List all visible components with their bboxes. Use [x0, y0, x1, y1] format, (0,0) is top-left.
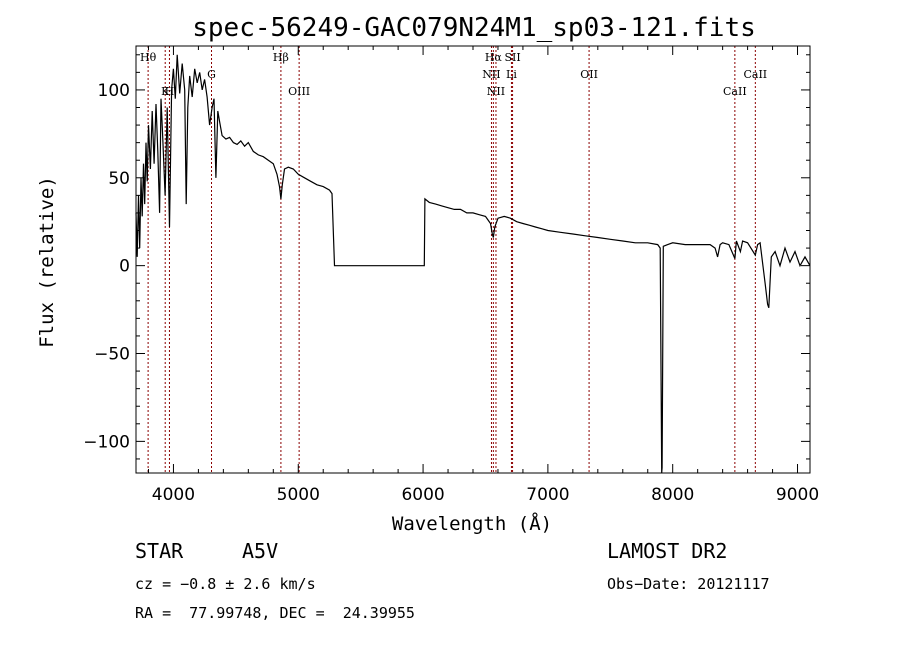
spectral-line-label: SII [504, 51, 520, 64]
object-class: STAR [135, 539, 184, 563]
x-axis-ticks: 4000 5000 6000 7000 8000 9000 [147, 46, 819, 505]
y-tick-label: −50 [94, 345, 130, 365]
spectral-line-label: Hα [485, 51, 503, 64]
x-axis-label: Wavelength (Å) [392, 512, 552, 535]
redshift-cz: cz = −0.8 ± 2.6 km/s [135, 575, 316, 593]
spectral-line-label: K [161, 85, 170, 98]
chart-title: spec-56249-GAC079N24M1_sp03-121.fits [192, 13, 756, 43]
spectral-line-label: Hθ [140, 51, 157, 64]
spectral-line-label: CaII [743, 68, 767, 81]
spectral-line-label: CaII [723, 85, 747, 98]
spectral-line-label: Li [506, 68, 517, 81]
spectral-line-label: H [165, 85, 175, 98]
x-tick-label: 9000 [776, 485, 819, 505]
observation-date: Obs−Date: 20121117 [607, 575, 770, 593]
x-tick-label: 7000 [526, 485, 569, 505]
spectral-line-labels: Hθ HK G Hβ OIII Hα NII NII SII Li OII CaII CaII [140, 51, 767, 98]
y-axis-ticks: −100 −50 0 50 100 [83, 54, 810, 460]
x-tick-label: 6000 [401, 485, 444, 505]
x-tick-label: 8000 [651, 485, 694, 505]
plot-frame [135, 45, 811, 474]
spectral-line-label: OII [580, 68, 598, 81]
spectral-line-label: NII [487, 85, 505, 98]
spectral-line-label: G [207, 68, 216, 81]
spectral-line-markers [147, 46, 756, 473]
spectral-line-label: NII [482, 68, 500, 81]
y-tick-label: −100 [83, 432, 130, 452]
x-tick-label: 4000 [152, 485, 195, 505]
spectral-line-label: Hβ [273, 51, 289, 64]
y-axis-label: Flux (relative) [36, 176, 58, 348]
y-tick-label: 100 [98, 81, 130, 101]
x-tick-label: 5000 [277, 485, 320, 505]
coordinates: RA = 77.99748, DEC = 24.39955 [135, 604, 415, 622]
y-tick-label: 50 [108, 169, 130, 189]
survey-name: LAMOST DR2 [607, 539, 728, 563]
y-tick-label: 0 [119, 257, 130, 277]
spectral-line-label: OIII [288, 85, 310, 98]
object-subclass: A5V [242, 539, 279, 563]
spectrum-series-line [135, 54, 811, 474]
